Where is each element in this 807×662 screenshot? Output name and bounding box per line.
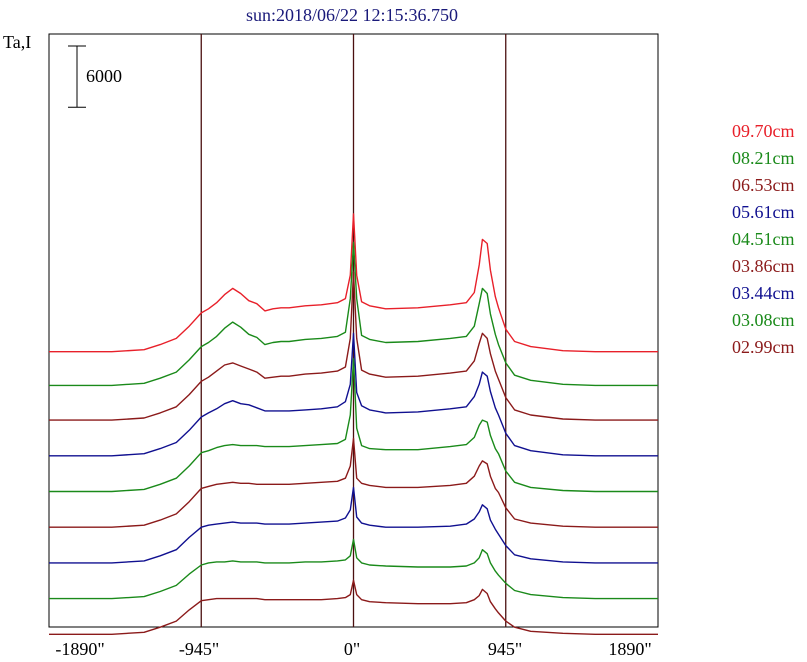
legend-entry: 04.51cm [732,229,795,249]
legend-entry: 06.53cm [732,175,795,195]
chart-title: sun:2018/06/22 12:15:36.750 [246,5,458,25]
legend-entry: 03.08cm [732,310,795,330]
series-line-1 [49,241,658,387]
series-line-7 [49,538,658,600]
legend-entry: 03.86cm [732,256,795,276]
series-line-4 [49,358,658,493]
series-line-8 [49,579,658,635]
series-line-0 [49,213,658,353]
x-tick-label: 1890" [608,639,651,659]
legend-entry: 09.70cm [732,121,795,141]
legend-entry: 03.44cm [732,283,795,303]
scale-bar-label: 6000 [86,66,122,86]
series-line-2 [49,271,658,421]
legend-entry: 08.21cm [732,148,795,168]
series-line-3 [49,332,658,457]
x-tick-label: 0" [344,639,360,659]
legend-entry: 05.61cm [732,202,795,222]
x-tick-label: -1890" [55,639,104,659]
series-line-6 [49,486,658,564]
series-line-5 [49,437,658,528]
x-tick-label: 945" [488,639,522,659]
scale-bar: 6000 [68,45,122,108]
legend-entry: 02.99cm [732,337,795,357]
x-tick-label: -945" [179,639,219,659]
y-axis-label: Ta,I [3,32,31,52]
